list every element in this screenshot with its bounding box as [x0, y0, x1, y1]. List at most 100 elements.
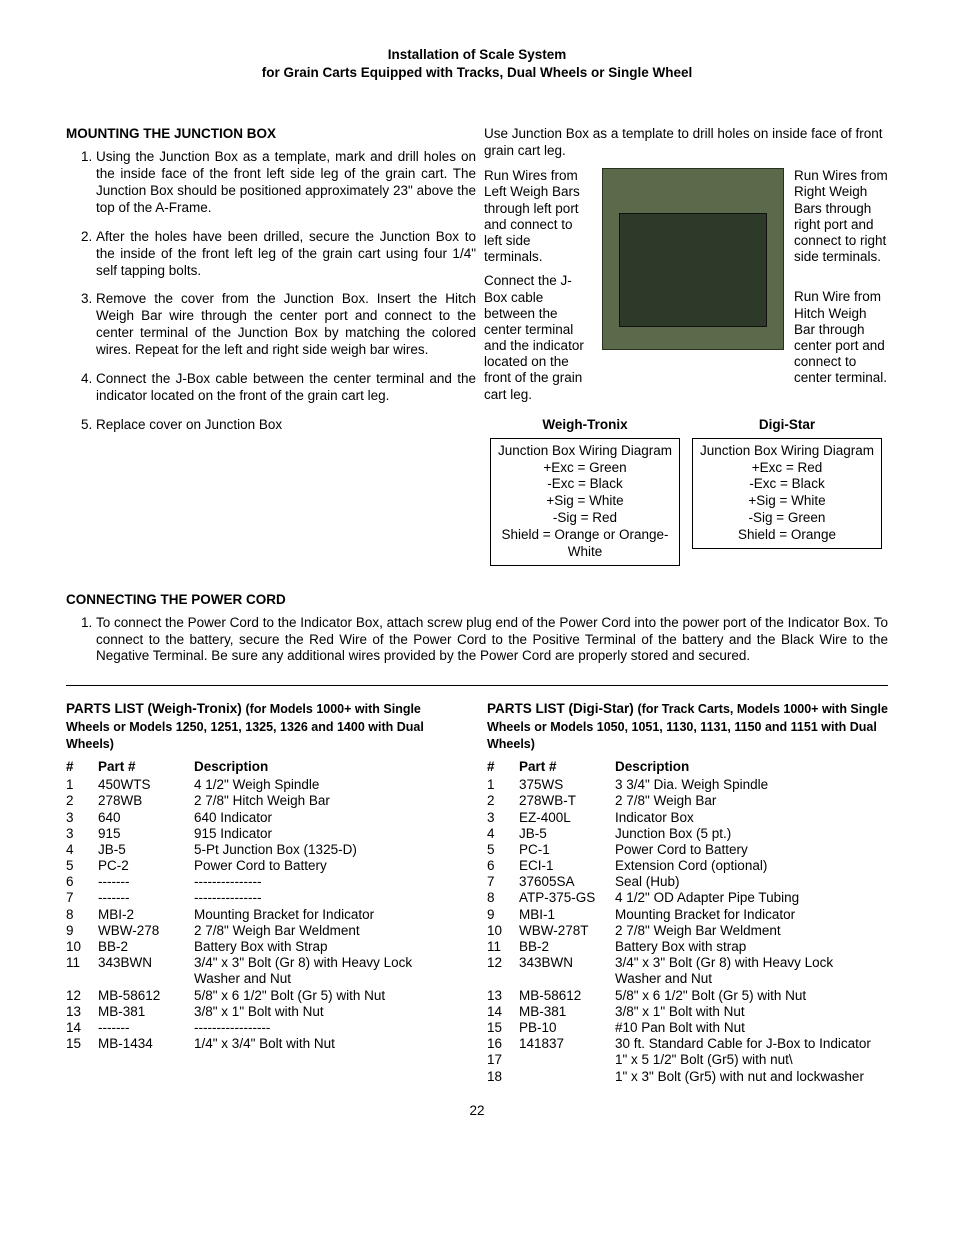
- parts-desc: 30 ft. Standard Cable for J-Box to Indic…: [615, 1036, 888, 1052]
- parts-right-h1: Part #: [519, 759, 615, 777]
- table-row: 13MB-3813/8" x 1" Bolt with Nut: [66, 1004, 467, 1020]
- parts-num: 7: [66, 890, 98, 906]
- parts-num: 13: [66, 1004, 98, 1020]
- table-row: 11BB-2Battery Box with strap: [487, 939, 888, 955]
- table-row: 10WBW-278T2 7/8" Weigh Bar Weldment: [487, 923, 888, 939]
- parts-partnum: 450WTS: [98, 777, 194, 793]
- wiring-diagrams: Weigh-Tronix Junction Box Wiring Diagram…: [484, 417, 888, 566]
- wiring-line: Junction Box Wiring Diagram: [699, 443, 875, 460]
- parts-desc: Mounting Bracket for Indicator: [615, 907, 888, 923]
- parts-desc: -----------------: [194, 1020, 467, 1036]
- parts-partnum: MB-381: [519, 1004, 615, 1020]
- parts-desc: 5-Pt Junction Box (1325-D): [194, 842, 467, 858]
- parts-desc: ---------------: [194, 890, 467, 906]
- parts-num: 9: [487, 907, 519, 923]
- table-row: 3EZ-400LIndicator Box: [487, 810, 888, 826]
- table-row: 14------------------------: [66, 1020, 467, 1036]
- parts-partnum: PC-2: [98, 858, 194, 874]
- parts-partnum: WBW-278T: [519, 923, 615, 939]
- table-row: 9MBI-1Mounting Bracket for Indicator: [487, 907, 888, 923]
- wiring-line: -Exc = Black: [699, 476, 875, 493]
- table-row: 8ATP-375-GS4 1/2" OD Adapter Pipe Tubing: [487, 890, 888, 906]
- wiring-title-2: Digi-Star: [686, 417, 888, 434]
- power-heading: CONNECTING THE POWER CORD: [66, 592, 888, 609]
- parts-num: 13: [487, 988, 519, 1004]
- parts-desc: 2 7/8" Weigh Bar Weldment: [615, 923, 888, 939]
- parts-desc: 3/8" x 1" Bolt with Nut: [615, 1004, 888, 1020]
- wiring-line: Shield = Orange: [699, 527, 875, 544]
- parts-num: 11: [487, 939, 519, 955]
- parts-partnum: 278WB-T: [519, 793, 615, 809]
- table-row: 7----------------------: [66, 890, 467, 906]
- parts-desc: 3/4" x 3" Bolt (Gr 8) with Heavy Lock Wa…: [194, 955, 467, 987]
- diagram-right-callout-2: Run Wire from Hitch Weigh Bar through ce…: [794, 289, 888, 386]
- table-row: 1450WTS4 1/2" Weigh Spindle: [66, 777, 467, 793]
- parts-desc: Mounting Bracket for Indicator: [194, 907, 467, 923]
- parts-num: 18: [487, 1069, 519, 1085]
- parts-num: 16: [487, 1036, 519, 1052]
- junction-box-photo: [602, 168, 784, 350]
- wiring-box-2: Junction Box Wiring Diagram +Exc = Red -…: [692, 438, 882, 549]
- parts-partnum: ATP-375-GS: [519, 890, 615, 906]
- parts-num: 14: [487, 1004, 519, 1020]
- parts-desc: Seal (Hub): [615, 874, 888, 890]
- parts-desc: 3/4" x 3" Bolt (Gr 8) with Heavy Lock Wa…: [615, 955, 888, 987]
- parts-num: 12: [66, 988, 98, 1004]
- table-row: 12343BWN3/4" x 3" Bolt (Gr 8) with Heavy…: [487, 955, 888, 987]
- wiring-line: +Exc = Red: [699, 460, 875, 477]
- parts-partnum: JB-5: [519, 826, 615, 842]
- parts-num: 3: [66, 826, 98, 842]
- parts-partnum: -------: [98, 874, 194, 890]
- diagram-caption: Use Junction Box as a template to drill …: [484, 126, 888, 160]
- parts-desc: 1" x 5 1/2" Bolt (Gr5) with nut\: [615, 1052, 888, 1068]
- parts-partnum: 640: [98, 810, 194, 826]
- parts-partnum: MB-58612: [98, 988, 194, 1004]
- parts-desc: ---------------: [194, 874, 467, 890]
- parts-desc: 3/8" x 1" Bolt with Nut: [194, 1004, 467, 1020]
- parts-right-h2: Description: [615, 759, 888, 777]
- diagram-left-callout-1: Run Wires from Left Weigh Bars through l…: [484, 168, 592, 265]
- parts-desc: 2 7/8" Weigh Bar: [615, 793, 888, 809]
- parts-desc: 4 1/2" OD Adapter Pipe Tubing: [615, 890, 888, 906]
- parts-num: 5: [66, 858, 98, 874]
- wiring-line: +Sig = White: [497, 493, 673, 510]
- parts-desc: #10 Pan Bolt with Nut: [615, 1020, 888, 1036]
- parts-num: 1: [66, 777, 98, 793]
- table-row: 2278WB2 7/8" Hitch Weigh Bar: [66, 793, 467, 809]
- doc-title: Installation of Scale System for Grain C…: [66, 46, 888, 82]
- parts-num: 4: [487, 826, 519, 842]
- parts-partnum: MB-381: [98, 1004, 194, 1020]
- mounting-step: Replace cover on Junction Box: [96, 417, 476, 434]
- parts-num: 8: [66, 907, 98, 923]
- parts-desc: Junction Box (5 pt.): [615, 826, 888, 842]
- parts-partnum: PB-10: [519, 1020, 615, 1036]
- parts-num: 15: [66, 1036, 98, 1052]
- parts-desc: Battery Box with strap: [615, 939, 888, 955]
- parts-right-h0: #: [487, 759, 519, 777]
- parts-partnum: MBI-1: [519, 907, 615, 923]
- table-row: 9WBW-2782 7/8" Weigh Bar Weldment: [66, 923, 467, 939]
- table-row: 2278WB-T2 7/8" Weigh Bar: [487, 793, 888, 809]
- table-row: 4JB-55-Pt Junction Box (1325-D): [66, 842, 467, 858]
- table-row: 6ECI-1Extension Cord (optional): [487, 858, 888, 874]
- parts-left-h2: Description: [194, 759, 467, 777]
- mounting-step: Using the Junction Box as a template, ma…: [96, 149, 476, 217]
- table-row: 6----------------------: [66, 874, 467, 890]
- parts-right-table: # Part # Description 1375WS3 3/4" Dia. W…: [487, 759, 888, 1085]
- parts-desc: Extension Cord (optional): [615, 858, 888, 874]
- parts-num: 17: [487, 1052, 519, 1068]
- parts-left-h1: Part #: [98, 759, 194, 777]
- table-row: 1614183730 ft. Standard Cable for J-Box …: [487, 1036, 888, 1052]
- wiring-line: Shield = Orange or Orange-White: [497, 527, 673, 561]
- parts-desc: Battery Box with Strap: [194, 939, 467, 955]
- parts-num: 2: [66, 793, 98, 809]
- table-row: 737605SASeal (Hub): [487, 874, 888, 890]
- mounting-heading: MOUNTING THE JUNCTION BOX: [66, 126, 476, 143]
- parts-left-h0: #: [66, 759, 98, 777]
- table-row: 4JB-5Junction Box (5 pt.): [487, 826, 888, 842]
- parts-partnum: MBI-2: [98, 907, 194, 923]
- parts-num: 3: [487, 810, 519, 826]
- parts-num: 10: [487, 923, 519, 939]
- parts-partnum: MB-1434: [98, 1036, 194, 1052]
- parts-partnum: 915: [98, 826, 194, 842]
